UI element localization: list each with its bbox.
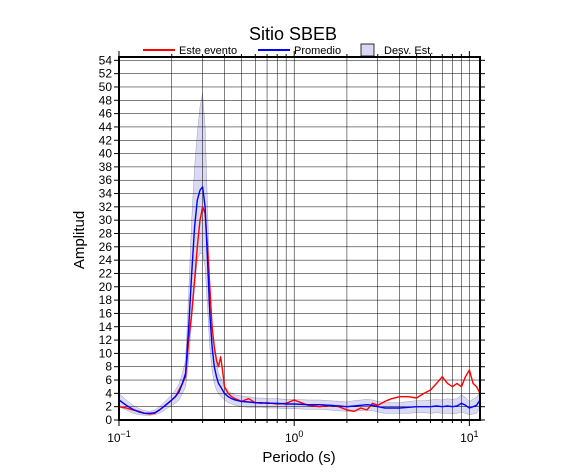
y-tick-label: 0 (105, 413, 112, 427)
x-axis-label: Periodo (s) (262, 449, 335, 466)
y-axis-label: Amplitud (71, 211, 88, 269)
y-tick-label: 10 (99, 346, 113, 360)
y-tick-label: 38 (99, 160, 113, 174)
legend-label-mean: Promedio (294, 45, 341, 57)
y-tick-label: 40 (99, 147, 113, 161)
x-tick-exponent: −1 (121, 429, 131, 439)
y-tick-label: 4 (105, 386, 112, 400)
std-band-layer (118, 93, 481, 416)
chart-title: Sitio SBEB (249, 24, 337, 44)
y-tick-label: 8 (105, 360, 112, 374)
y-tick-label: 14 (99, 320, 113, 334)
y-tick-label: 34 (99, 187, 113, 201)
y-tick-label: 54 (99, 53, 113, 67)
y-tick-label: 6 (105, 373, 112, 387)
x-tick-base: 10 (107, 431, 121, 445)
y-tick-label: 32 (99, 200, 113, 214)
y-tick-label: 28 (99, 227, 113, 241)
x-tick-label: 101 (460, 429, 478, 445)
x-tick-label: 10−1 (107, 429, 131, 445)
legend-label-event: Este evento (179, 45, 237, 57)
y-tick-label: 18 (99, 293, 113, 307)
y-tick-label: 22 (99, 266, 113, 280)
y-tick-label: 52 (99, 67, 113, 81)
y-tick-label: 20 (99, 280, 113, 294)
y-tick-label: 30 (99, 213, 113, 227)
series-line-promedio (118, 186, 481, 414)
plot-frame (118, 56, 481, 421)
y-tick-label: 50 (99, 80, 113, 94)
x-tick-base: 10 (460, 431, 474, 445)
series-layer (118, 186, 481, 415)
y-tick-label: 48 (99, 93, 113, 107)
legend-swatch-std (360, 43, 375, 57)
series-line-este-evento (118, 206, 481, 415)
legend: Este evento Promedio Desv. Est. (143, 43, 433, 57)
y-tick-label: 42 (99, 133, 113, 147)
y-tick-label: 16 (99, 306, 113, 320)
x-tick-exponent: 0 (298, 429, 303, 439)
y-tick-label: 2 (105, 400, 112, 414)
y-tick-label: 12 (99, 333, 113, 347)
y-tick-label: 24 (99, 253, 113, 267)
y-tick-label: 44 (99, 120, 113, 134)
y-tick-label: 36 (99, 173, 113, 187)
axes: 0246810121416182022242628303234363840424… (99, 51, 485, 445)
x-tick-base: 10 (285, 431, 299, 445)
x-tick-exponent: 1 (474, 429, 479, 439)
y-tick-label: 46 (99, 107, 113, 121)
legend-label-std: Desv. Est. (384, 45, 433, 57)
grid (118, 57, 480, 421)
x-tick-label: 100 (285, 429, 303, 445)
std-band-area (118, 93, 481, 416)
y-tick-label: 26 (99, 240, 113, 254)
